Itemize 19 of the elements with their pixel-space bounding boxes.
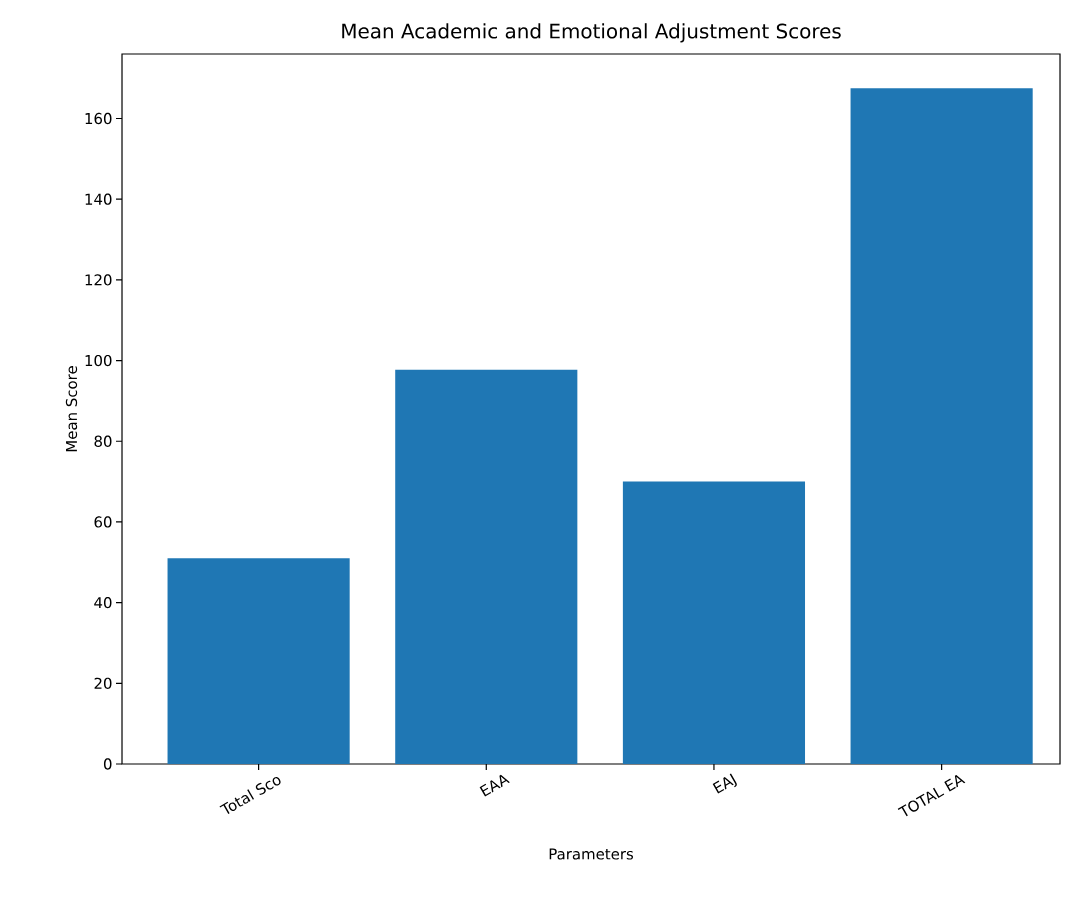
y-tick-label: 40 bbox=[94, 596, 112, 609]
y-tick-label: 80 bbox=[94, 435, 112, 447]
y-tick-label: 0 bbox=[103, 758, 112, 770]
y-tick-label: 60 bbox=[94, 516, 112, 528]
y-tick-label: 120 bbox=[85, 274, 112, 286]
y-tick-label: 100 bbox=[85, 354, 112, 367]
y-tick-label: 140 bbox=[85, 193, 112, 205]
y-tick-label: 160 bbox=[85, 112, 112, 125]
bar bbox=[622, 481, 806, 764]
x-axis-title: Parameters bbox=[549, 848, 634, 860]
chart-title: Mean Academic and Emotional Adjustment Scores bbox=[342, 23, 841, 43]
bar bbox=[167, 558, 350, 764]
x-tick-label: EAA bbox=[479, 774, 510, 797]
x-tick-label: EAJ bbox=[712, 773, 737, 794]
bar bbox=[850, 88, 1033, 764]
y-axis-title: Mean Score bbox=[65, 366, 78, 452]
x-tick-label: Total Sco bbox=[219, 777, 281, 814]
y-tick-label: 20 bbox=[94, 677, 112, 689]
bar bbox=[395, 369, 578, 764]
